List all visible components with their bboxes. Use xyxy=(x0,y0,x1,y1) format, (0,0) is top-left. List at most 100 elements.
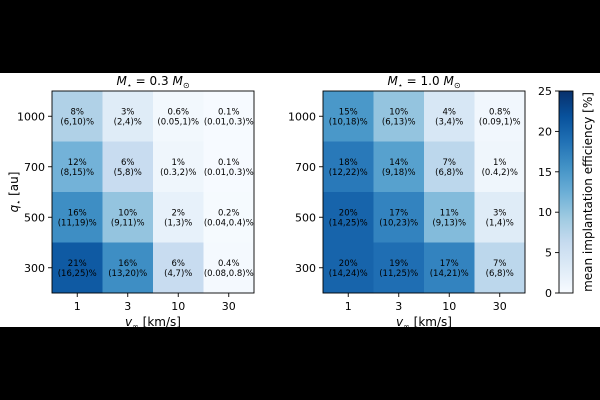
heatmap-cell xyxy=(323,242,374,294)
heatmap-figure: 8%(6,10)%3%(2,4)%0.6%(0.05,1)%0.1%(0.01,… xyxy=(7,74,595,331)
cell-value-label: 7% xyxy=(493,259,507,269)
heatmap-cell xyxy=(474,192,526,243)
heatmap-cell xyxy=(153,91,204,142)
cell-range-label: (0.04,0.4)% xyxy=(204,218,254,228)
cell-value-label: 18% xyxy=(339,158,358,168)
y-tick-label: 500 xyxy=(24,211,45,224)
heatmap-cell xyxy=(474,242,526,294)
x-tick-label: 10 xyxy=(171,300,185,313)
cell-value-label: 0.8% xyxy=(489,107,511,117)
chart-title: M⋆ = 0.3 M⊙ xyxy=(116,74,189,90)
cell-range-label: (12,22)% xyxy=(329,168,368,178)
cell-range-label: (0.09,1)% xyxy=(479,117,521,127)
heatmap-cell xyxy=(323,91,374,142)
cell-value-label: 10% xyxy=(118,208,137,218)
cell-value-label: 21% xyxy=(68,259,87,269)
y-tick-label: 1000 xyxy=(17,110,45,123)
left-heatmap-panel: 8%(6,10)%3%(2,4)%0.6%(0.05,1)%0.1%(0.01,… xyxy=(7,74,255,331)
cell-range-label: (6,13)% xyxy=(382,117,416,127)
cell-range-label: (10,18)% xyxy=(329,117,368,127)
heatmap-cell xyxy=(52,242,103,294)
cell-range-label: (6,10)% xyxy=(60,117,94,127)
cell-value-label: 0.4% xyxy=(218,259,240,269)
cell-value-label: 20% xyxy=(339,259,358,269)
colorbar: 0 5 10 15 20 25 mean implantation efficiency [… xyxy=(538,85,595,300)
cell-range-label: (0.08,0.8)% xyxy=(204,269,254,279)
heatmap-cell xyxy=(102,141,154,193)
heatmap-cell xyxy=(203,242,255,294)
cell-value-label: 3% xyxy=(493,208,507,218)
cell-value-label: 19% xyxy=(389,259,408,269)
x-tick-label: 30 xyxy=(222,300,236,313)
heatmap-cell xyxy=(102,242,154,294)
heatmap-cell xyxy=(52,141,103,193)
cell-range-label: (0.05,1)% xyxy=(157,117,199,127)
heatmap-cell xyxy=(373,141,425,193)
x-axis-label: v∞ [km/s] xyxy=(396,315,452,327)
cell-range-label: (9,13)% xyxy=(432,218,466,228)
heatmap-cell xyxy=(424,91,475,142)
cell-value-label: 11% xyxy=(440,208,459,218)
heatmap-cell xyxy=(52,91,103,142)
cell-value-label: 6% xyxy=(172,259,186,269)
heatmap-cell xyxy=(373,192,425,243)
x-tick-label: 3 xyxy=(124,300,131,313)
colorbar-label: mean implantation efficiency [%] xyxy=(581,92,595,292)
colorbar-tick-label: 25 xyxy=(538,85,552,98)
cell-value-label: 17% xyxy=(440,259,459,269)
heatmap-cell xyxy=(323,141,374,193)
heatmap-cell xyxy=(102,91,154,142)
cell-range-label: (13,20)% xyxy=(108,269,147,279)
x-tick-label: 3 xyxy=(395,300,402,313)
cell-value-label: 12% xyxy=(68,158,87,168)
colorbar-tick-label: 15 xyxy=(538,166,552,179)
cell-value-label: 1% xyxy=(493,158,507,168)
colorbar-tick-label: 5 xyxy=(545,247,552,260)
heatmap-cell xyxy=(203,192,255,243)
cell-value-label: 17% xyxy=(389,208,408,218)
cell-range-label: (10,23)% xyxy=(379,218,418,228)
cell-range-label: (6,8)% xyxy=(435,168,463,178)
cell-value-label: 7% xyxy=(443,158,457,168)
heatmap-cell xyxy=(153,141,204,193)
heatmap-cell xyxy=(474,141,526,193)
cell-value-label: 0.6% xyxy=(167,107,189,117)
x-tick-label: 10 xyxy=(442,300,456,313)
x-tick-label: 1 xyxy=(74,300,81,313)
cell-value-label: 15% xyxy=(339,107,358,117)
y-tick-label: 300 xyxy=(24,262,45,275)
cell-value-label: 14% xyxy=(389,158,408,168)
cell-range-label: (9,18)% xyxy=(382,168,416,178)
x-tick-label: 1 xyxy=(345,300,352,313)
cell-value-label: 1% xyxy=(172,158,186,168)
heatmap-cell xyxy=(203,91,255,142)
cell-range-label: (14,25)% xyxy=(329,218,368,228)
heatmap-cell xyxy=(474,91,526,142)
cell-value-label: 6% xyxy=(121,158,135,168)
cell-range-label: (1,3)% xyxy=(164,218,192,228)
cell-value-label: 0.1% xyxy=(218,158,240,168)
cell-value-label: 20% xyxy=(339,208,358,218)
plot-frame xyxy=(51,90,255,294)
cell-range-label: (5,8)% xyxy=(114,168,142,178)
heatmap-cell xyxy=(102,192,154,243)
cell-range-label: (4,7)% xyxy=(164,269,192,279)
colorbar-gradient xyxy=(558,90,574,294)
cell-range-label: (11,19)% xyxy=(58,218,97,228)
cell-range-label: (11,25)% xyxy=(379,269,418,279)
cell-range-label: (3,4)% xyxy=(435,117,463,127)
cell-value-label: 0.1% xyxy=(218,107,240,117)
y-axis-label: q⋆ [au] xyxy=(7,172,23,213)
chart-title: M⋆ = 1.0 M⊙ xyxy=(387,74,460,90)
colorbar-tick-label: 0 xyxy=(545,287,552,300)
cell-range-label: (0.4,2)% xyxy=(482,168,518,178)
y-tick-label: 700 xyxy=(24,161,45,174)
cell-range-label: (8,15)% xyxy=(60,168,94,178)
cell-range-label: (14,24)% xyxy=(329,269,368,279)
heatmap-cell xyxy=(373,91,425,142)
cell-range-label: (0.01,0.3)% xyxy=(204,117,254,127)
cell-range-label: (0.01,0.3)% xyxy=(204,168,254,178)
cell-value-label: 16% xyxy=(118,259,137,269)
cell-value-label: 10% xyxy=(389,107,408,117)
